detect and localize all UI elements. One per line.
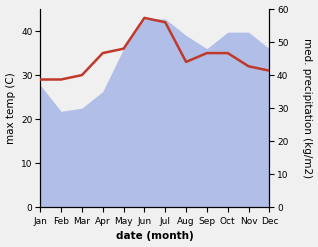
X-axis label: date (month): date (month) xyxy=(116,231,194,242)
Y-axis label: max temp (C): max temp (C) xyxy=(5,72,16,144)
Y-axis label: med. precipitation (kg/m2): med. precipitation (kg/m2) xyxy=(302,38,313,178)
